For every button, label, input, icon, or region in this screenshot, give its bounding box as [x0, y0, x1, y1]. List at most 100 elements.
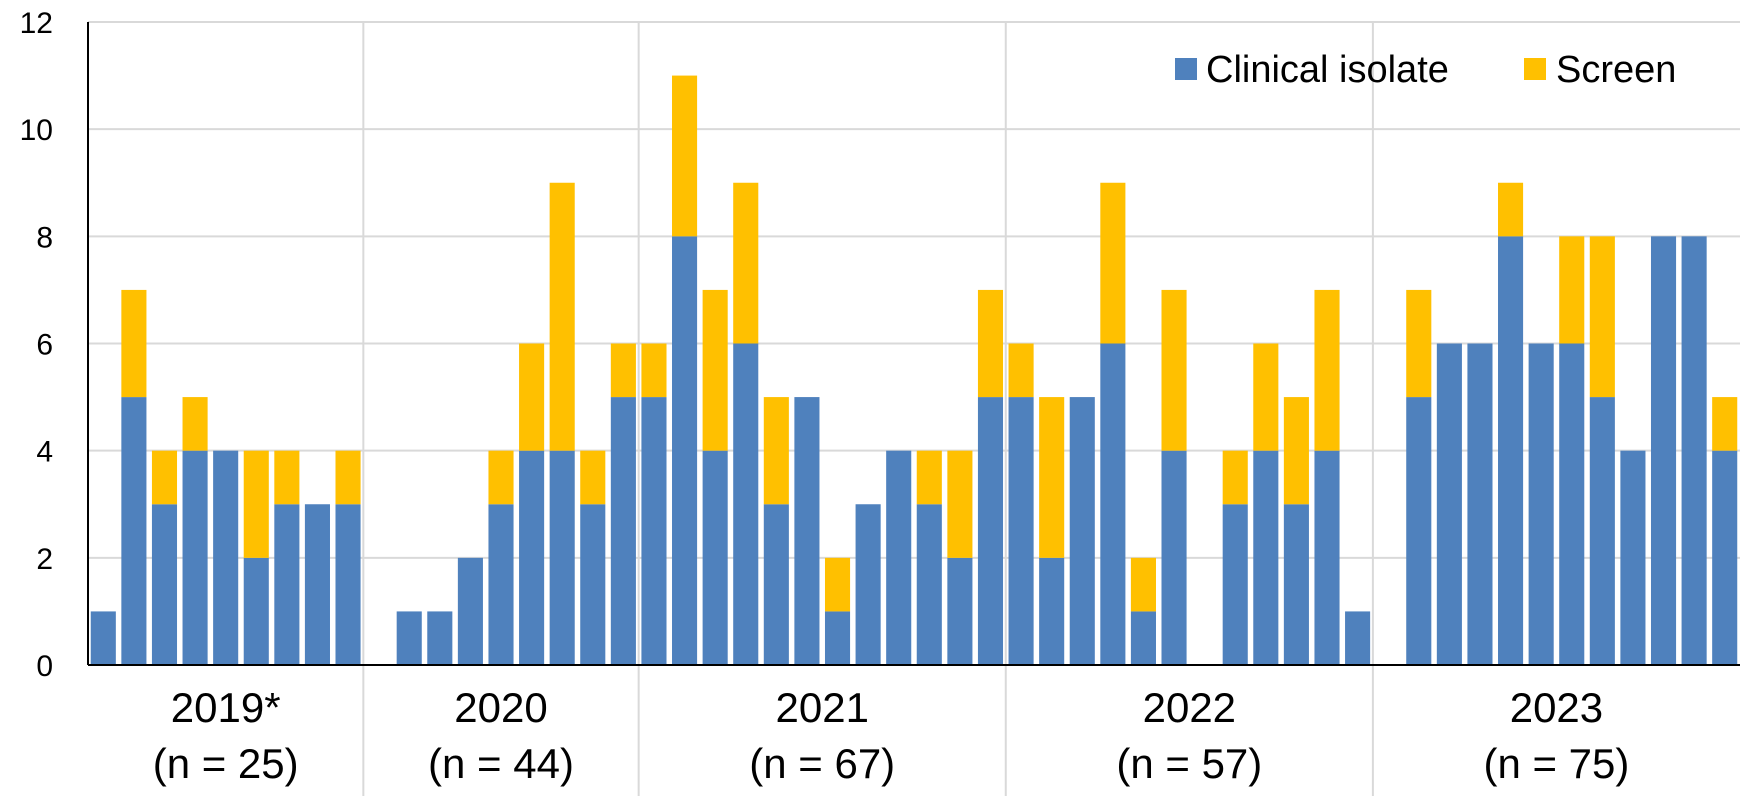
- y-tick-label: 4: [36, 436, 53, 469]
- bar-clinical-isolate: [702, 450, 728, 665]
- bar-screen: [947, 450, 973, 558]
- legend-label-clinical-isolate: Clinical isolate: [1206, 49, 1449, 91]
- bar-screen: [151, 450, 178, 505]
- bar-clinical-isolate: [488, 504, 514, 665]
- bar-clinical-isolate: [1161, 450, 1187, 665]
- bar-clinical-isolate: [1039, 557, 1065, 665]
- count-label: (n = 75): [1483, 740, 1629, 787]
- bar-clinical-isolate: [1620, 450, 1646, 665]
- bar-clinical-isolate: [580, 504, 606, 665]
- bar-clinical-isolate: [121, 397, 147, 665]
- bar-screen: [335, 450, 361, 505]
- bar-screen: [1589, 236, 1615, 398]
- bar-clinical-isolate: [396, 611, 422, 665]
- bar-clinical-isolate: [1589, 397, 1615, 665]
- y-tick-label: 10: [20, 114, 53, 147]
- bar-screen: [1712, 397, 1738, 451]
- legend-label-screen: Screen: [1556, 49, 1676, 91]
- bar-clinical-isolate: [274, 504, 300, 665]
- bar-clinical-isolate: [1008, 397, 1034, 665]
- year-label: 2022: [1143, 684, 1236, 731]
- bar-clinical-isolate: [182, 450, 208, 665]
- bar-screen: [702, 289, 728, 451]
- bar-screen: [580, 450, 606, 505]
- count-label: (n = 44): [428, 740, 574, 787]
- bar-clinical-isolate: [1069, 397, 1095, 665]
- bar-clinical-isolate: [794, 397, 820, 665]
- bar-clinical-isolate: [610, 397, 636, 665]
- bar-clinical-isolate: [1130, 611, 1156, 665]
- bar-screen: [824, 557, 851, 612]
- bar-clinical-isolate: [1528, 343, 1554, 665]
- bar-clinical-isolate: [1314, 450, 1340, 665]
- bar-clinical-isolate: [763, 504, 789, 665]
- bar-clinical-isolate: [457, 557, 483, 665]
- bar-clinical-isolate: [304, 504, 330, 665]
- bar-screen: [763, 397, 789, 505]
- bar-screen: [672, 75, 698, 237]
- bar-screen: [1283, 397, 1309, 505]
- bar-clinical-isolate: [1222, 504, 1248, 665]
- bar-screen: [1498, 182, 1524, 237]
- bar-screen: [121, 289, 147, 398]
- y-tick-label: 12: [20, 7, 53, 40]
- legend-swatch-clinical-isolate: [1175, 58, 1197, 80]
- bar-screen: [1161, 289, 1187, 451]
- year-label: 2019*: [171, 684, 281, 731]
- bar-clinical-isolate: [243, 557, 269, 665]
- bar-screen: [274, 450, 300, 505]
- bar-clinical-isolate: [1253, 450, 1279, 665]
- legend: Clinical isolate Screen: [1175, 49, 1676, 91]
- bar-clinical-isolate: [1406, 397, 1432, 665]
- bar-screen: [1406, 289, 1432, 398]
- bar-clinical-isolate: [1436, 343, 1462, 665]
- bar-screen: [488, 450, 514, 505]
- bars: [90, 75, 1738, 665]
- year-label: 2020: [454, 684, 547, 731]
- bar-screen: [1039, 397, 1065, 558]
- bar-clinical-isolate: [733, 343, 759, 665]
- y-tick-labels: 0 2 4 6 8 10 12: [20, 7, 53, 683]
- bar-clinical-isolate: [1559, 343, 1585, 665]
- axes: [87, 22, 1740, 666]
- bar-clinical-isolate: [916, 504, 942, 665]
- y-tick-label: 6: [36, 329, 53, 362]
- bar-screen: [1222, 450, 1248, 505]
- bar-clinical-isolate: [1712, 450, 1738, 665]
- bar-clinical-isolate: [427, 611, 453, 665]
- bar-screen: [182, 397, 208, 451]
- bar-screen: [977, 289, 1004, 398]
- bar-clinical-isolate: [977, 397, 1004, 665]
- bar-clinical-isolate: [672, 236, 698, 665]
- year-label: 2021: [776, 684, 869, 731]
- bar-clinical-isolate: [855, 504, 881, 665]
- bar-clinical-isolate: [1100, 343, 1126, 665]
- count-label: (n = 67): [749, 740, 895, 787]
- count-label: (n = 57): [1116, 740, 1262, 787]
- bar-clinical-isolate: [549, 450, 575, 665]
- bar-clinical-isolate: [335, 504, 361, 665]
- bar-clinical-isolate: [1681, 236, 1707, 665]
- bar-clinical-isolate: [213, 450, 239, 665]
- bar-clinical-isolate: [1650, 236, 1677, 665]
- legend-swatch-screen: [1524, 58, 1546, 80]
- year-separators: [362, 22, 1374, 796]
- bar-screen: [610, 343, 636, 398]
- bar-clinical-isolate: [886, 450, 912, 665]
- bar-clinical-isolate: [947, 557, 973, 665]
- bar-screen: [1100, 182, 1126, 344]
- bar-screen: [641, 343, 667, 398]
- bar-screen: [1314, 289, 1340, 451]
- bar-screen: [1559, 236, 1585, 344]
- bar-clinical-isolate: [1345, 611, 1371, 665]
- bar-clinical-isolate: [90, 611, 116, 665]
- bar-screen: [916, 450, 942, 505]
- bar-clinical-isolate: [1283, 504, 1309, 665]
- bar-clinical-isolate: [824, 611, 851, 665]
- bar-clinical-isolate: [641, 397, 667, 665]
- bar-screen: [1130, 557, 1156, 612]
- bar-screen: [1253, 343, 1279, 451]
- bar-screen: [549, 182, 575, 451]
- bar-screen: [733, 182, 759, 344]
- bar-clinical-isolate: [1467, 343, 1493, 665]
